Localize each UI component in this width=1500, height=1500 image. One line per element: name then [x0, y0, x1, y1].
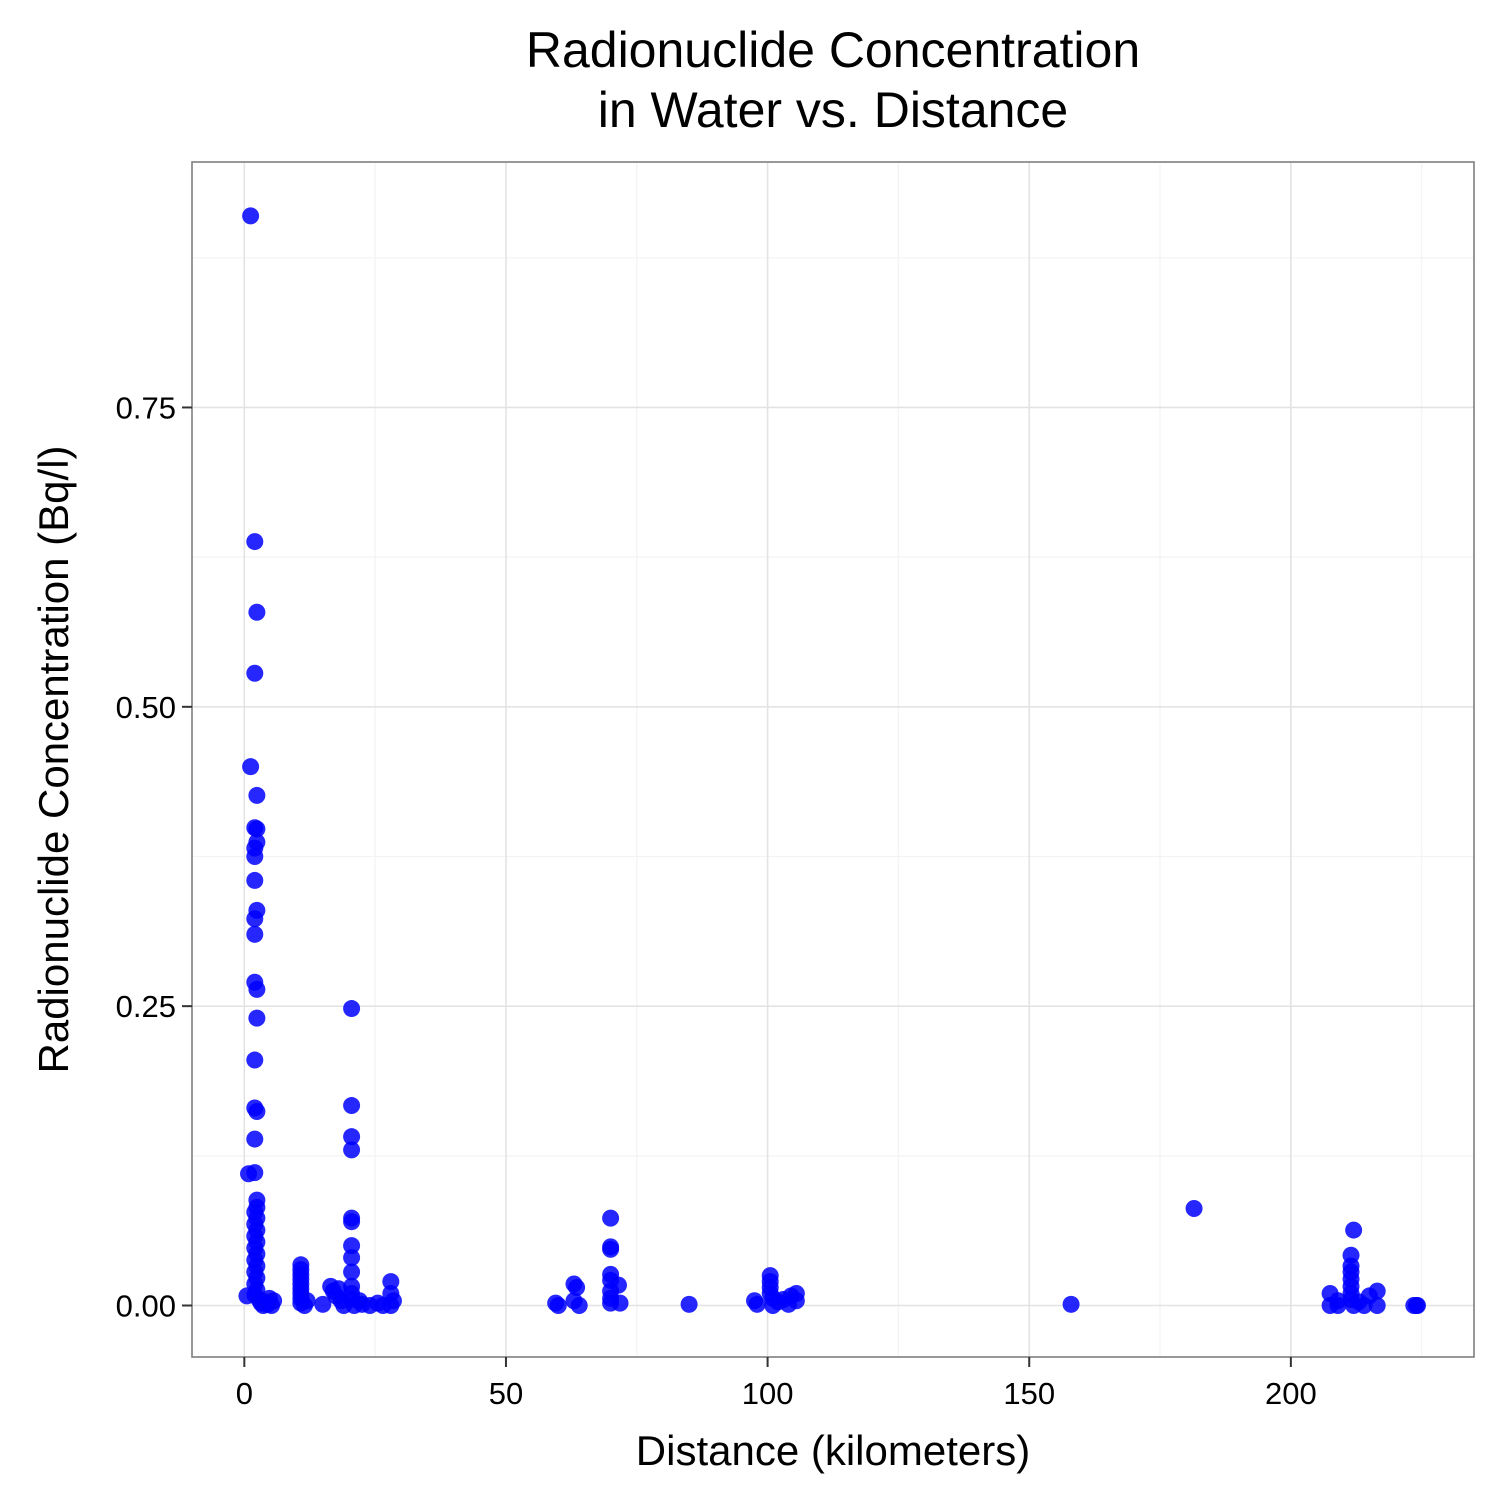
data-point [343, 1128, 361, 1146]
data-point [568, 1279, 586, 1297]
plot-panel [191, 161, 1475, 1358]
data-point [248, 786, 266, 804]
data-point [246, 533, 264, 551]
data-point [382, 1297, 400, 1315]
data-point [248, 603, 266, 621]
chart-title-line: in Water vs. Distance [598, 82, 1069, 138]
y-tick-label: 0.50 [116, 690, 176, 725]
data-point [248, 820, 266, 838]
data-point [298, 1292, 316, 1310]
x-tick-label: 50 [489, 1376, 523, 1411]
data-point [343, 1000, 361, 1018]
data-point [1185, 1200, 1203, 1218]
data-point [248, 1009, 266, 1027]
data-point [1345, 1221, 1363, 1239]
y-tick-label: 0.25 [116, 989, 176, 1024]
x-tick-label: 100 [742, 1376, 794, 1411]
data-point [748, 1295, 766, 1313]
data-point [314, 1295, 332, 1313]
data-point [1368, 1282, 1386, 1300]
data-point [602, 1240, 620, 1258]
data-point [1062, 1295, 1080, 1313]
data-point [680, 1295, 698, 1313]
chart-title-text: Radionuclide Concentration in Water vs. D… [526, 22, 1140, 138]
data-point [246, 1130, 264, 1148]
data-point [609, 1276, 627, 1294]
data-point [343, 1263, 361, 1281]
data-point [1368, 1297, 1386, 1315]
data-point [611, 1294, 629, 1312]
data-point [246, 847, 264, 865]
data-point [343, 1097, 361, 1115]
chart-title-line: Radionuclide Concentration [526, 22, 1140, 78]
data-point [382, 1273, 400, 1291]
data-point [343, 1237, 361, 1255]
data-point [242, 207, 260, 225]
data-point [602, 1209, 620, 1227]
data-point [246, 925, 264, 943]
y-axis-label: Radionuclide Concentration (Bq/l) [30, 445, 77, 1073]
y-axis: 0.00 0.25 0.50 0.75 [116, 390, 192, 1324]
data-point [570, 1297, 588, 1315]
data-point [248, 980, 266, 998]
x-axis: 0 50 100 150 200 [236, 1357, 1317, 1411]
data-point [1329, 1297, 1347, 1315]
data-point [246, 910, 264, 928]
chart-title: Radionuclide Concentration in Water vs. D… [526, 22, 1140, 138]
data-point [1408, 1297, 1426, 1315]
x-tick-label: 200 [1265, 1376, 1317, 1411]
x-axis-label: Distance (kilometers) [636, 1427, 1030, 1474]
data-point [246, 664, 264, 682]
data-point [343, 1141, 361, 1159]
y-tick-label: 0.75 [116, 390, 176, 425]
x-tick-label: 150 [1003, 1376, 1055, 1411]
data-point [246, 1164, 264, 1182]
data-point [265, 1292, 283, 1310]
y-tick-label: 0.00 [116, 1289, 176, 1324]
data-points [238, 207, 1426, 1315]
data-point [343, 1249, 361, 1267]
data-point [246, 871, 264, 889]
data-point [549, 1297, 567, 1315]
grid-lines [192, 162, 1474, 1357]
data-point [787, 1292, 805, 1310]
data-point [248, 1103, 266, 1121]
data-point [246, 1051, 264, 1069]
data-point [343, 1213, 361, 1231]
data-point [242, 758, 260, 776]
x-tick-label: 0 [236, 1376, 253, 1411]
